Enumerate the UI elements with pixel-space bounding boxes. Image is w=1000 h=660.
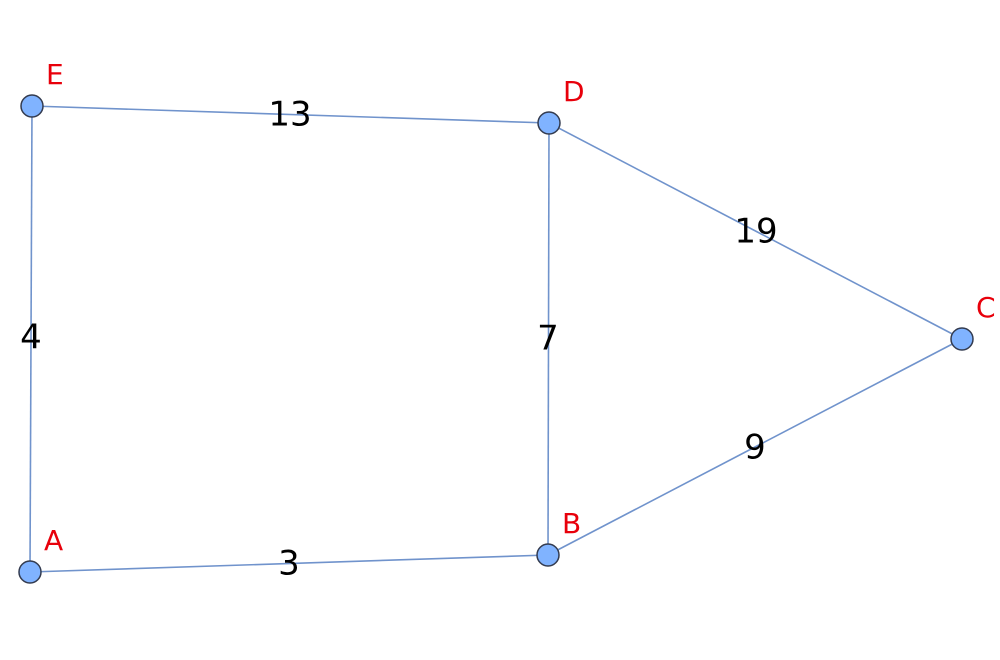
node-label-C: C [976,291,996,324]
edge-D-C [548,122,963,340]
edge-weight-D-C: 19 [734,212,777,252]
node-D[interactable] [537,111,561,135]
node-A[interactable] [18,560,42,584]
node-label-D: D [563,75,585,108]
node-B[interactable] [536,543,560,567]
node-label-B: B [562,507,581,540]
edge-A-B [29,554,549,573]
edge-weight-B-C: 9 [744,428,766,468]
node-E[interactable] [20,94,44,118]
node-label-E: E [46,58,64,91]
node-C[interactable] [950,327,974,351]
edge-E-A [29,105,33,573]
edge-weight-E-A: 4 [20,318,42,358]
edge-B-C [547,338,963,556]
node-label-A: A [44,524,63,557]
edge-weight-A-B: 3 [278,544,300,584]
edge-weight-D-B: 7 [537,319,559,359]
edge-D-B [547,122,550,556]
edge-weight-E-D: 13 [268,95,311,135]
edge-E-D [31,105,550,124]
